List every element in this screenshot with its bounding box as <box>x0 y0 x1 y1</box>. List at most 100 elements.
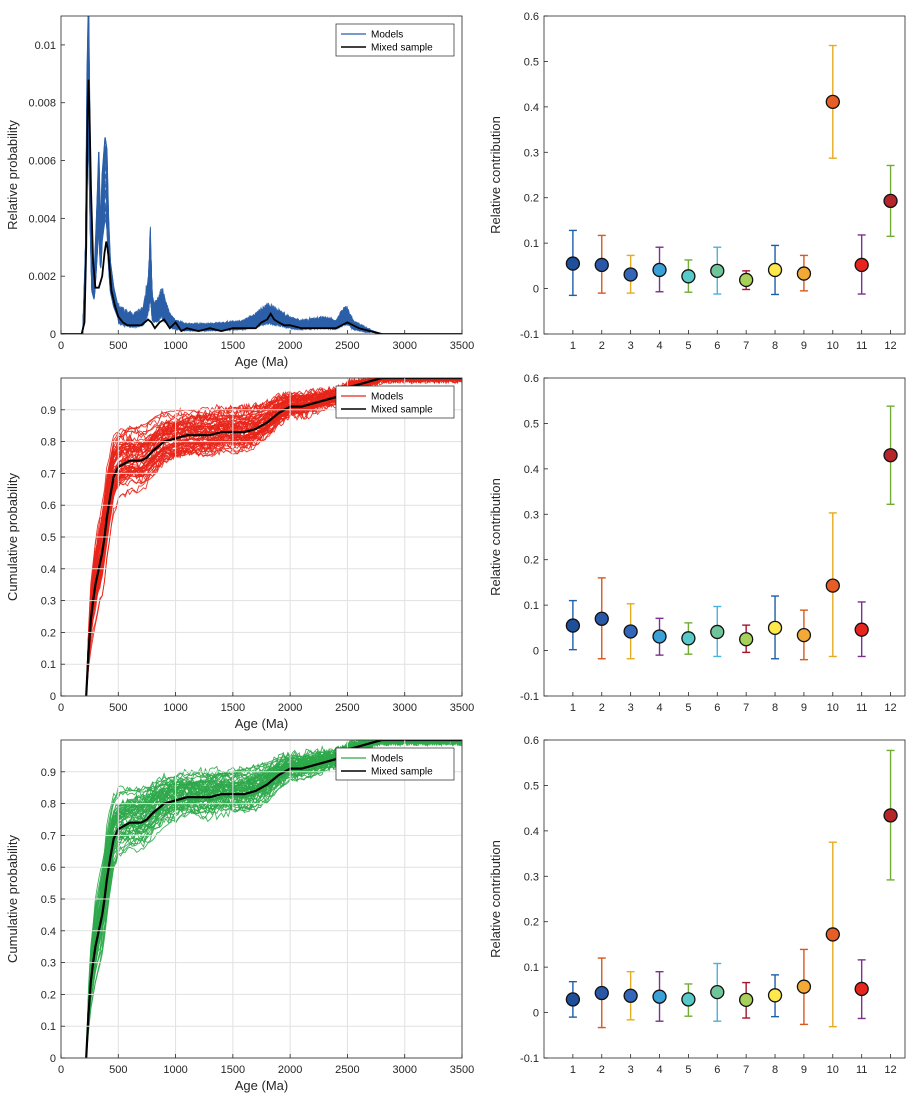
model-line <box>61 25 462 334</box>
y-tick-label: 0.006 <box>28 156 56 168</box>
y-tick-label: 0.4 <box>41 564 56 576</box>
x-tick-label: 3000 <box>392 340 416 352</box>
data-point <box>739 992 754 1008</box>
contribution-panel: 1 2 3 4 5 6 7 8 9 10 11 12-0.100.10.20.30.40.50.6Re… <box>488 735 906 1076</box>
y-tick-label: 0.3 <box>524 509 539 521</box>
x-tick-label: 500 <box>109 1064 127 1076</box>
y-tick-label: 0.008 <box>28 98 56 110</box>
model-line <box>85 378 462 696</box>
x-tick-label: 4 <box>656 702 662 714</box>
x-tick-label: 9 <box>801 702 807 714</box>
axes-frame <box>543 15 906 335</box>
x-tick-label: 500 <box>109 702 127 714</box>
legend-box <box>335 385 455 419</box>
x-tick-label: 10 <box>827 1064 839 1076</box>
x-tick-label: 2 <box>599 340 605 352</box>
x-tick-label: 1500 <box>221 340 245 352</box>
model-line <box>61 64 462 334</box>
y-tick-label: 0.6 <box>524 373 539 385</box>
y-axis-label: Cumulative probability <box>5 473 20 601</box>
model-line <box>61 22 462 334</box>
y-tick-label: 0.3 <box>524 871 539 883</box>
data-point <box>710 624 725 640</box>
legend-box <box>335 747 455 781</box>
data-point <box>825 578 840 593</box>
y-tick-label: 0 <box>533 284 539 296</box>
y-tick-label: 0.2 <box>524 917 539 929</box>
y-tick-label: 0.1 <box>41 1021 56 1033</box>
model-line <box>61 129 462 334</box>
x-tick-label: 500 <box>109 340 127 352</box>
y-tick-label: 0.01 <box>35 40 56 52</box>
y-tick-label: 0 <box>50 691 56 703</box>
y-tick-label: 0.002 <box>28 271 56 283</box>
x-tick-label: 1000 <box>163 340 187 352</box>
y-tick-label: 0.1 <box>524 600 539 612</box>
data-point <box>623 988 638 1003</box>
data-point <box>825 927 840 942</box>
y-tick-label: 0.4 <box>41 926 56 938</box>
model-line <box>61 23 462 334</box>
x-tick-label: 3 <box>628 340 634 352</box>
model-line <box>61 43 462 334</box>
model-line <box>61 77 462 334</box>
model-line <box>61 36 462 334</box>
y-tick-label: 0.6 <box>524 11 539 23</box>
y-tick-label: 0.7 <box>41 468 56 480</box>
y-tick-label: 0.9 <box>41 405 56 417</box>
x-tick-label: 1 <box>570 702 576 714</box>
model-line <box>85 378 462 696</box>
data-point <box>767 262 783 278</box>
model-line <box>61 132 462 334</box>
model-line <box>61 113 462 334</box>
model-line <box>61 90 462 334</box>
model-line <box>85 740 462 1056</box>
x-tick-label: 2500 <box>335 1064 359 1076</box>
x-tick-label: 2500 <box>335 340 359 352</box>
model-line <box>61 120 462 334</box>
mixed-sample-line <box>61 79 462 334</box>
data-point <box>652 629 667 644</box>
x-tick-label: 2000 <box>278 1064 302 1076</box>
model-line <box>85 378 462 693</box>
x-tick-label: 3500 <box>450 1064 474 1076</box>
data-point <box>565 256 581 271</box>
data-point <box>681 631 696 646</box>
model-line <box>61 61 462 334</box>
data-point <box>854 981 869 997</box>
contribution-panel: 1 2 3 4 5 6 7 8 9 10 11 12-0.100.10.20.30.40.50.6Re… <box>488 11 906 352</box>
x-tick-label: 3000 <box>392 1064 416 1076</box>
y-tick-label: 0.9 <box>41 767 56 779</box>
x-tick-label: 0 <box>58 702 64 714</box>
x-tick-label: 1000 <box>163 702 187 714</box>
data-point <box>796 979 812 994</box>
model-line-max <box>61 16 462 334</box>
y-tick-label: 0.2 <box>524 193 539 205</box>
contribution-panel: 1 2 3 4 5 6 7 8 9 10 11 12-0.100.10.20.30.40.50.6Re… <box>488 373 906 714</box>
y-tick-label: 0.2 <box>41 989 56 1001</box>
y-tick-label: 0.5 <box>41 894 56 906</box>
mixed-sample-line <box>85 740 462 1058</box>
x-tick-label: 6 <box>714 702 720 714</box>
x-tick-label: 2 <box>599 1064 605 1076</box>
model-line <box>61 16 462 334</box>
x-tick-label: 3500 <box>450 702 474 714</box>
model-line <box>61 49 462 334</box>
legend-box <box>335 23 455 57</box>
x-tick-label: 6 <box>714 340 720 352</box>
y-tick-label: 0.3 <box>524 147 539 159</box>
x-tick-label: 10 <box>827 702 839 714</box>
y-tick-label: 0.1 <box>524 238 539 250</box>
model-line <box>61 33 462 334</box>
cdf-panel: 0 500 1000 1500 2000 2500 3000 3500 0 0.1 0.2 0.3 0.… <box>5 739 474 1093</box>
y-tick-label: 0.4 <box>524 826 539 838</box>
data-point <box>681 269 696 284</box>
y-tick-label: 0.7 <box>41 830 56 842</box>
y-tick-label: 0.1 <box>524 962 539 974</box>
axes-frame <box>60 15 463 335</box>
x-tick-label: 0 <box>58 340 64 352</box>
x-tick-label: 3 <box>628 702 634 714</box>
data-point <box>883 193 898 209</box>
model-line <box>61 88 462 334</box>
data-point <box>594 611 609 626</box>
